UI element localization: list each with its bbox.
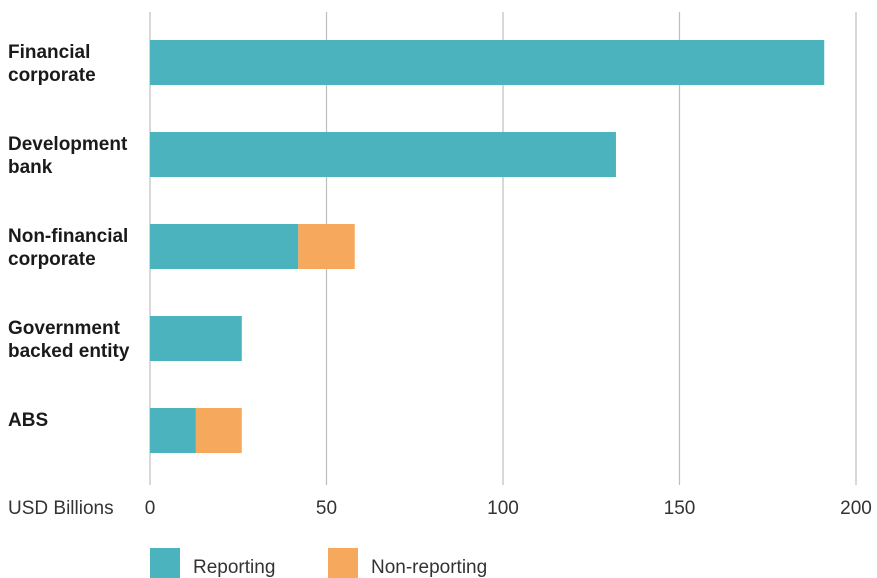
x-tick-label: 0 xyxy=(145,498,156,519)
x-axis-unit-label: USD Billions xyxy=(8,498,114,519)
category-label: Financial corporate xyxy=(8,42,96,86)
bar-reporting xyxy=(150,132,616,177)
category-label-line: Non-financial xyxy=(8,226,128,247)
legend-swatch xyxy=(150,548,180,578)
bar-reporting xyxy=(150,40,825,85)
x-tick-label: 150 xyxy=(664,498,696,519)
bar-reporting xyxy=(150,408,196,453)
legend: Reporting Non-reporting xyxy=(150,548,487,578)
category-label: Non-financial corporate xyxy=(8,226,128,270)
x-tick-label: 50 xyxy=(316,498,337,519)
legend-swatch xyxy=(328,548,358,578)
bar-non-reporting xyxy=(195,408,242,453)
bar-non-reporting xyxy=(298,224,355,269)
x-tick-label: 100 xyxy=(487,498,519,519)
category-label-line: bank xyxy=(8,157,53,178)
category-label-line: corporate xyxy=(8,249,96,270)
x-tick-label: 200 xyxy=(840,498,872,519)
category-label-line: corporate xyxy=(8,65,96,86)
category-label-line: Government xyxy=(8,318,121,339)
category-label: Development bank xyxy=(8,134,128,178)
gridlines xyxy=(149,12,857,485)
category-label-line: Financial xyxy=(8,42,90,63)
bar-reporting xyxy=(150,224,299,269)
bars xyxy=(150,40,825,453)
legend-label: Non-reporting xyxy=(371,557,487,578)
bar-reporting xyxy=(150,316,242,361)
category-label-line: ABS xyxy=(8,410,48,431)
category-label-line: backed entity xyxy=(8,341,130,362)
x-tick-labels: 0 50 100 150 200 xyxy=(145,498,872,519)
legend-label: Reporting xyxy=(193,557,275,578)
category-label: Government backed entity xyxy=(8,318,130,362)
category-label-line: Development xyxy=(8,134,128,155)
category-label: ABS xyxy=(8,410,48,431)
